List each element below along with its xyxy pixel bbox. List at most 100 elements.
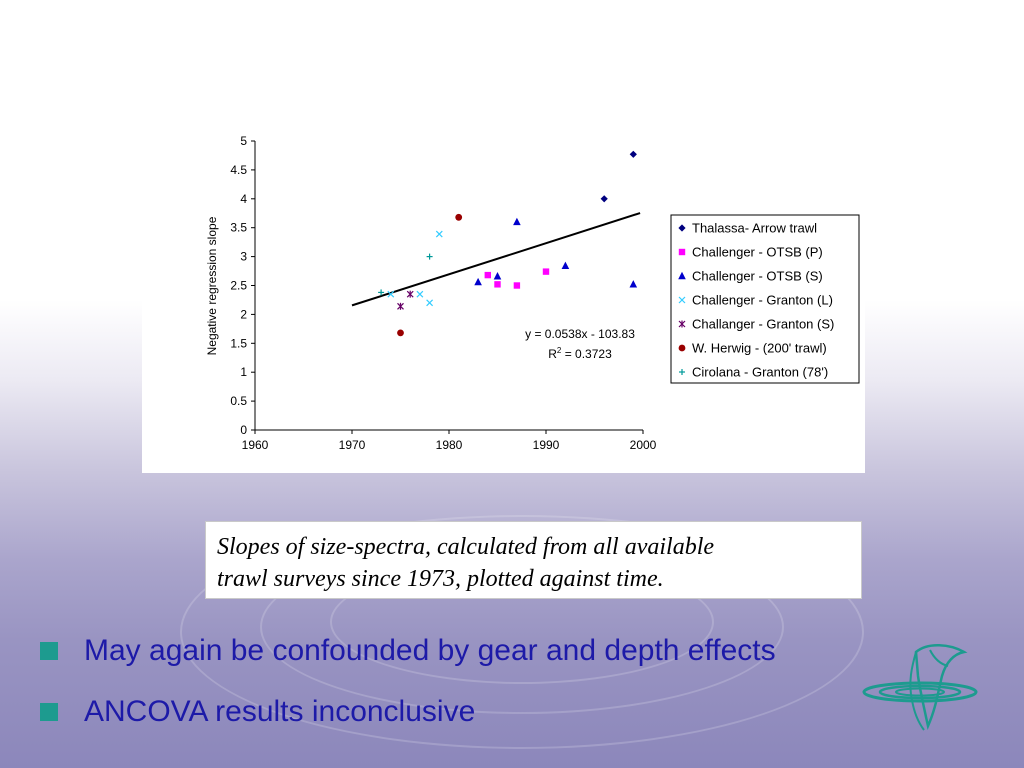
triangle-shape	[678, 271, 686, 280]
trendline-group	[351, 212, 641, 307]
legend-label: Challanger - Granton (S)	[692, 317, 834, 332]
data-point	[484, 271, 491, 279]
r-squared-superscript: 2	[557, 346, 562, 355]
legend-marker-icon	[678, 248, 686, 256]
x-tick-label: 1970	[339, 438, 366, 452]
square-shape	[542, 268, 550, 275]
y-tick-label: 2	[240, 307, 247, 321]
caption-line: Slopes of size-spectra, calculated from …	[217, 534, 715, 560]
triangle-shape	[493, 272, 502, 280]
data-point	[387, 290, 395, 298]
data-point	[435, 230, 443, 238]
triangle-shape	[513, 217, 521, 226]
ripple-decoration	[180, 515, 864, 749]
data-point	[426, 253, 433, 260]
y-tick-label: 4.5	[230, 163, 247, 177]
data-point	[474, 277, 482, 286]
chart-panel: 0 0.5 1 1.5 2 2.5 3 3.5 4 4.5 5 1960 1970 1980 1990 200…	[142, 128, 865, 473]
data-point	[561, 261, 570, 270]
legend-marker-icon	[678, 344, 686, 352]
trendline	[351, 212, 641, 307]
x-tick-label: 2000	[630, 438, 657, 452]
legend-item: Thalassa- Arrow trawl	[678, 221, 817, 236]
legend-item: Challanger - Granton (S)	[678, 317, 834, 332]
data-point	[494, 281, 501, 288]
legend-label: W. Herwig - (200' trawl)	[692, 341, 827, 356]
y-tick-label: 0	[240, 423, 247, 437]
legend-label: Challenger - OTSB (S)	[692, 269, 823, 284]
legend-marker-icon	[678, 224, 686, 232]
legend-item: Challenger - OTSB (P)	[678, 245, 823, 260]
data-point	[493, 272, 502, 280]
square-shape	[494, 281, 501, 288]
data-point	[406, 290, 414, 298]
caption-line: trawl surveys since 1973, plotted agains…	[217, 566, 664, 592]
legend-item: W. Herwig - (200' trawl)	[678, 341, 827, 356]
bullet-text: ANCOVA results inconclusive	[84, 695, 476, 728]
y-tick-label: 2.5	[230, 279, 247, 293]
x-tick-label: 1980	[436, 438, 463, 452]
data-point	[629, 150, 637, 158]
legend-label: Challenger - OTSB (P)	[692, 245, 823, 260]
square-shape	[513, 282, 521, 289]
triangle-shape	[629, 280, 638, 288]
legend-marker-icon	[678, 271, 686, 280]
square-bullet-icon	[40, 642, 58, 660]
r-squared-prefix: R	[548, 347, 557, 361]
x-stroke	[426, 299, 434, 307]
circle-shape	[397, 329, 404, 337]
triangle-shape	[474, 277, 482, 286]
legend-marker-icon	[678, 320, 686, 328]
x-tick-label: 1990	[533, 438, 560, 452]
legend-item: Challenger - OTSB (S)	[678, 269, 823, 284]
y-tick-label: 0.5	[230, 394, 247, 408]
square-shape	[484, 271, 491, 279]
data-point	[378, 289, 385, 296]
x-stroke	[416, 290, 424, 298]
circle-shape	[455, 213, 463, 221]
data-point	[397, 329, 404, 337]
trendline-equation: y = 0.0538x - 103.83	[525, 327, 635, 341]
fish-ripple-logo-icon	[862, 644, 978, 731]
diamond-shape	[629, 150, 637, 158]
triangle-shape	[561, 261, 570, 270]
y-axis-label: Negative regression slope	[205, 216, 219, 355]
legend-label: Challenger - Granton (L)	[692, 293, 833, 308]
data-point	[416, 290, 424, 298]
bullet-text: May again be confounded by gear and dept…	[84, 634, 776, 667]
legend-item: Challenger - Granton (L)	[678, 293, 833, 308]
legend-label: Thalassa- Arrow trawl	[692, 221, 817, 236]
data-point	[513, 217, 521, 226]
y-tick-label: 3	[240, 250, 247, 264]
x-stroke	[678, 296, 686, 304]
y-tick-label: 3.5	[230, 221, 247, 235]
chart-ticks: 0 0.5 1 1.5 2 2.5 3 3.5 4 4.5 5 1960 1970 1980 1990 200…	[230, 134, 656, 452]
chart-axes	[254, 141, 643, 431]
bullet-item: ANCOVA results inconclusive	[40, 695, 475, 729]
data-point	[397, 302, 404, 310]
legend-label: Cirolana - Granton (78')	[692, 365, 828, 380]
data-point	[426, 299, 434, 307]
x-tick-label: 1960	[242, 438, 269, 452]
data-point	[542, 268, 550, 275]
x-stroke	[387, 290, 395, 298]
data-points	[378, 150, 638, 337]
diamond-shape	[600, 195, 608, 203]
data-point	[513, 282, 521, 289]
bullet-item: May again be confounded by gear and dept…	[40, 634, 776, 668]
legend-item: Cirolana - Granton (78')	[679, 365, 828, 380]
figure-caption: Slopes of size-spectra, calculated from …	[205, 521, 862, 599]
y-tick-label: 5	[240, 134, 247, 148]
data-point	[629, 280, 638, 288]
data-point	[455, 213, 463, 221]
diamond-shape	[678, 224, 686, 232]
y-tick-label: 1	[240, 365, 247, 379]
scatter-chart: 0 0.5 1 1.5 2 2.5 3 3.5 4 4.5 5 1960 1970 1980 1990 200…	[205, 134, 860, 452]
legend-marker-icon	[679, 369, 685, 375]
r-squared-value: = 0.3723	[561, 347, 612, 361]
r-squared-label: R2 = 0.3723	[548, 346, 612, 361]
y-tick-label: 4	[240, 192, 247, 206]
circle-shape	[678, 344, 686, 352]
square-bullet-icon	[40, 703, 58, 721]
chart-legend: Thalassa- Arrow trawl Challenger - OTSB (…	[670, 214, 860, 384]
